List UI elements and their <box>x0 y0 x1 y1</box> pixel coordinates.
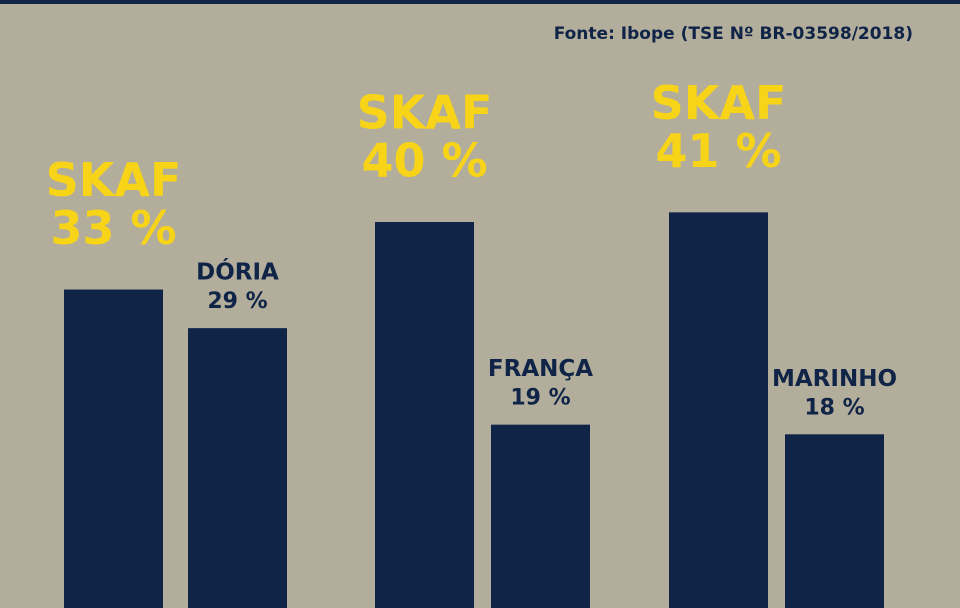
value-label: 29 % <box>207 289 267 314</box>
bar <box>491 424 590 608</box>
top-border <box>0 0 960 4</box>
candidate-name: MARINHO <box>772 366 897 392</box>
bar <box>375 222 474 608</box>
candidate-name: SKAF <box>357 86 493 140</box>
value-label: 19 % <box>510 386 570 411</box>
candidate-name: FRANÇA <box>488 356 593 382</box>
value-label: 18 % <box>804 395 864 420</box>
candidate-name: SKAF <box>46 153 182 207</box>
bar <box>785 434 884 608</box>
value-label: 40 % <box>361 134 487 188</box>
candidate-name: SKAF <box>651 76 787 130</box>
bar <box>669 212 768 608</box>
candidate-name: DÓRIA <box>196 258 279 286</box>
source-note: Fonte: Ibope (TSE Nº BR-03598/2018) <box>554 24 913 44</box>
value-label: 33 % <box>50 201 176 255</box>
bar <box>188 328 287 608</box>
bar <box>64 289 163 608</box>
value-label: 41 % <box>655 124 781 178</box>
